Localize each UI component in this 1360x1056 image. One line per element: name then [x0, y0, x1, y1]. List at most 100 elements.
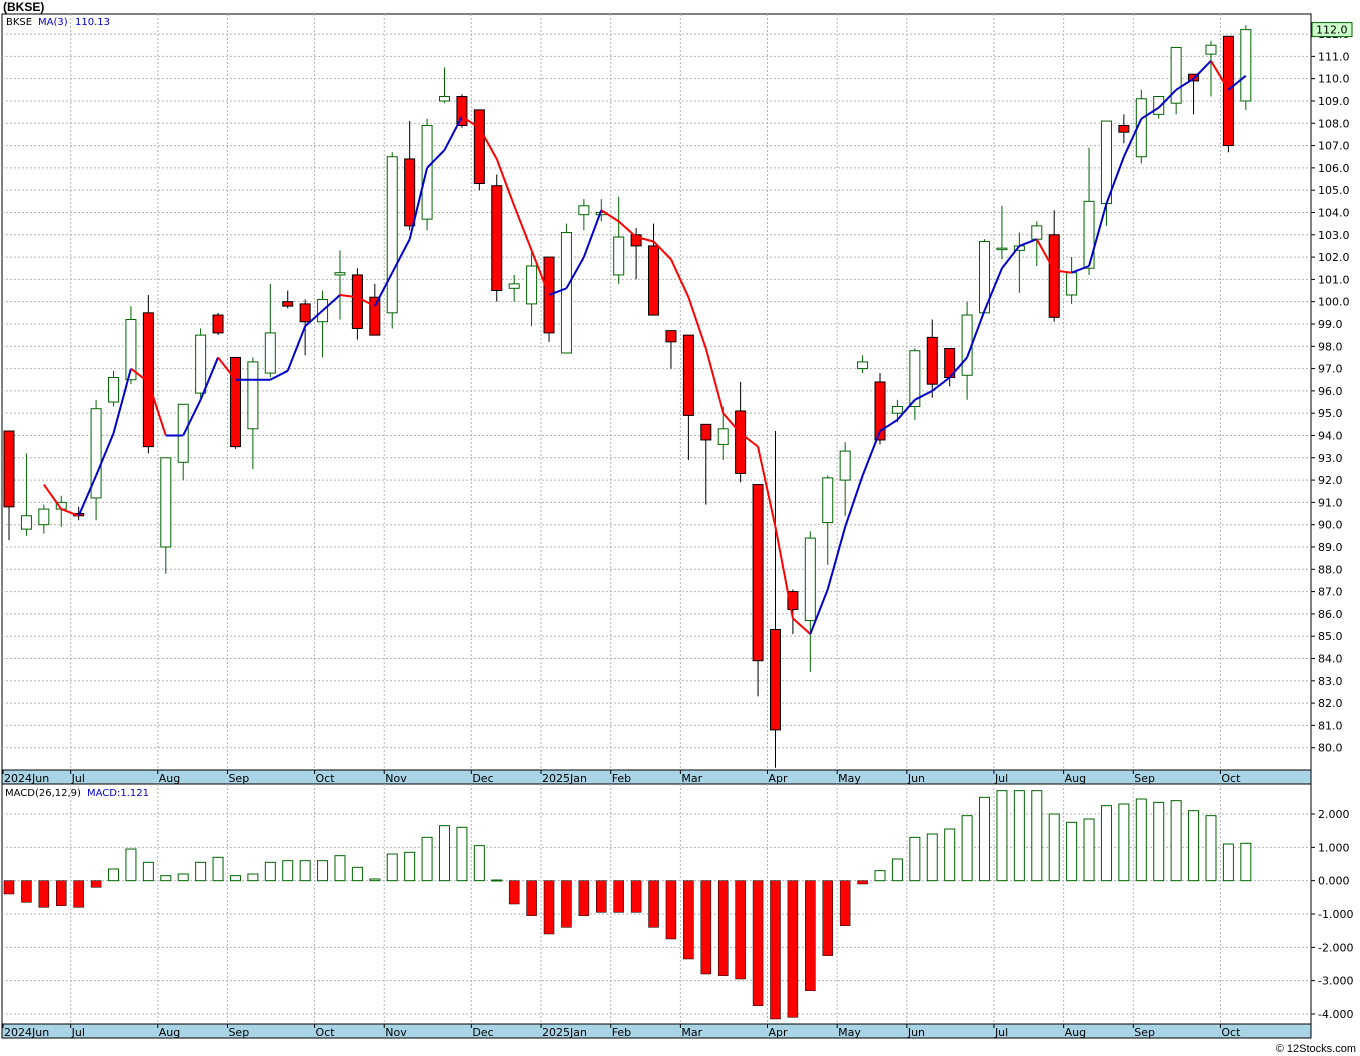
candle-body — [665, 330, 677, 343]
last-price-label: 112.0 — [1316, 24, 1348, 37]
x-axis-band-lower: 2024Jun Jul Aug Sep Oct Nov Dec 2025Jan Feb Mar Ap… — [1, 1023, 1312, 1039]
ma-segment — [95, 432, 115, 477]
macd-bar — [630, 880, 642, 913]
ma-segment — [1140, 106, 1160, 120]
macd-bar — [125, 848, 137, 882]
price-y-tick-label: 98.0 — [1318, 340, 1343, 353]
candle-body — [3, 430, 15, 508]
macd-bar — [421, 836, 433, 882]
macd-bar — [491, 879, 503, 882]
x-axis-label: Oct — [316, 772, 336, 785]
x-axis-label: 2025Jan — [542, 1026, 587, 1039]
ma-segment — [269, 369, 289, 381]
price-y-tick-label: 108.0 — [1318, 117, 1350, 130]
chart-title: (BKSE) — [3, 0, 45, 14]
candle-body — [369, 296, 381, 336]
price-y-tick-label: 106.0 — [1318, 162, 1350, 175]
macd-bar — [229, 875, 241, 882]
ma-segment — [774, 526, 794, 619]
x-axis-label: Nov — [385, 772, 407, 785]
candle-body — [1083, 200, 1095, 269]
candle-body — [909, 350, 921, 407]
macd-bar — [996, 790, 1008, 882]
x-axis-label: 2024Jun — [4, 772, 49, 785]
x-axis-label: Sep — [228, 1026, 249, 1039]
macd-bar — [1240, 842, 1252, 882]
macd-bar — [473, 845, 485, 882]
price-y-tick-label: 88.0 — [1318, 563, 1343, 576]
ma-segment — [513, 205, 533, 251]
macd-legend-label: MACD(26,12,9) — [5, 788, 81, 799]
moving-average-line — [43, 60, 1247, 635]
macd-y-tick-label: -2.000 — [1318, 941, 1353, 954]
price-y-tick-label: 102.0 — [1318, 251, 1350, 264]
x-axis-label: May — [838, 772, 861, 785]
candle-body — [560, 232, 572, 354]
macd-bar — [979, 796, 991, 882]
ma-segment — [1227, 74, 1247, 91]
candle-body — [857, 361, 869, 370]
macd-bar — [508, 880, 520, 905]
macd-bar — [596, 880, 607, 913]
candle-body — [508, 283, 520, 289]
price-y-tick-label: 111.0 — [1318, 50, 1350, 63]
candle-body — [752, 484, 764, 662]
macd-bar — [770, 880, 781, 1020]
macd-bar — [857, 880, 868, 885]
price-y-tick-label: 82.0 — [1318, 697, 1343, 710]
macd-bar — [195, 861, 207, 882]
macd-y-tick-label: -3.000 — [1318, 975, 1353, 988]
macd-bar — [108, 868, 120, 882]
ma-segment — [670, 258, 690, 298]
candle-body — [682, 334, 694, 416]
x-axis-label: Jul — [71, 772, 85, 785]
candle-body — [1205, 44, 1217, 55]
ma-segment — [391, 238, 411, 274]
price-y-tick-label: 84.0 — [1318, 652, 1343, 665]
price-y-tick-label: 90.0 — [1318, 519, 1343, 532]
candle-body — [839, 450, 851, 481]
candle-body — [578, 205, 590, 216]
price-y-tick-label: 104.0 — [1318, 206, 1350, 219]
ma-segment — [443, 116, 463, 151]
macd-bar — [839, 880, 851, 926]
ma-segment — [1122, 118, 1143, 158]
ma-segment — [548, 287, 567, 296]
candle-body — [1153, 96, 1165, 115]
candle-body — [195, 334, 207, 394]
x-axis-label: Jul — [994, 1026, 1008, 1039]
ma-segment — [495, 158, 516, 207]
ma-segment — [600, 209, 620, 223]
ma-segment — [740, 432, 759, 448]
candle-body — [125, 319, 137, 381]
x-axis-label: Aug — [1065, 1026, 1086, 1039]
price-y-tick-label: 87.0 — [1318, 586, 1343, 599]
price-y-tick-label: 109.0 — [1318, 95, 1350, 108]
x-axis-label: Dec — [472, 1026, 493, 1039]
candle-body — [769, 629, 781, 731]
macd-bar — [247, 873, 259, 882]
copyright-text: © 12Stocks.com — [1275, 1043, 1356, 1055]
macd-bar — [526, 880, 537, 916]
x-axis-label: Feb — [612, 1026, 631, 1039]
legend-ma-label: MA(3) — [38, 17, 68, 28]
candle-body — [735, 410, 747, 474]
macd-y-tick-label: -4.000 — [1318, 1008, 1353, 1021]
ma-segment — [478, 127, 498, 160]
macd-bar — [1048, 813, 1060, 882]
candle-body — [630, 234, 642, 247]
macd-bar — [613, 880, 624, 913]
candle-body — [787, 591, 799, 610]
ma-segment — [77, 475, 98, 517]
macd-bar — [1031, 790, 1043, 882]
candle-body — [996, 247, 1008, 251]
ma-segment — [199, 357, 219, 401]
ma-segment — [530, 250, 550, 296]
candle-body — [700, 423, 712, 441]
price-y-tick-label: 83.0 — [1318, 675, 1343, 688]
macd-bar — [142, 861, 154, 882]
macd-bar — [787, 880, 799, 1018]
ma-segment — [1071, 265, 1090, 274]
candle-body — [1240, 29, 1252, 102]
candle-body — [491, 185, 503, 292]
